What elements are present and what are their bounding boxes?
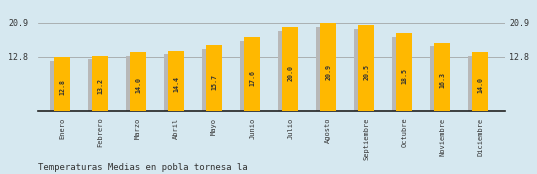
- Bar: [202, 49, 213, 111]
- Bar: [130, 52, 146, 111]
- Bar: [282, 27, 298, 111]
- Text: 20.9: 20.9: [8, 19, 28, 28]
- Bar: [434, 43, 450, 111]
- Bar: [278, 31, 289, 111]
- Bar: [396, 33, 412, 111]
- Bar: [472, 52, 488, 111]
- Text: Temperaturas Medias en pobla tornesa la: Temperaturas Medias en pobla tornesa la: [38, 163, 247, 172]
- Text: 20.9: 20.9: [325, 64, 331, 80]
- Text: 18.5: 18.5: [401, 68, 407, 84]
- Text: 12.8: 12.8: [59, 79, 66, 95]
- Bar: [54, 57, 70, 111]
- Bar: [244, 37, 260, 111]
- Text: 14.0: 14.0: [135, 77, 141, 93]
- Text: 20.0: 20.0: [287, 65, 293, 81]
- Text: 14.0: 14.0: [477, 77, 483, 93]
- Text: 20.9: 20.9: [510, 19, 529, 28]
- Text: 12.8: 12.8: [510, 53, 529, 62]
- Bar: [168, 51, 184, 111]
- Bar: [126, 56, 137, 111]
- Text: 16.3: 16.3: [439, 72, 445, 88]
- Bar: [50, 61, 61, 111]
- Bar: [468, 56, 479, 111]
- Bar: [92, 56, 108, 111]
- Text: 20.5: 20.5: [363, 64, 369, 80]
- Bar: [358, 25, 374, 111]
- Bar: [316, 27, 327, 111]
- Text: 12.8: 12.8: [8, 53, 28, 62]
- Text: 17.6: 17.6: [249, 70, 255, 86]
- Bar: [164, 54, 175, 111]
- Text: 13.2: 13.2: [97, 78, 103, 94]
- Text: 14.4: 14.4: [173, 76, 179, 92]
- Bar: [430, 46, 441, 111]
- Bar: [88, 60, 99, 111]
- Text: 15.7: 15.7: [211, 74, 217, 90]
- Bar: [240, 41, 251, 111]
- Bar: [353, 29, 365, 111]
- Bar: [206, 45, 222, 111]
- Bar: [391, 37, 403, 111]
- Bar: [320, 23, 336, 111]
